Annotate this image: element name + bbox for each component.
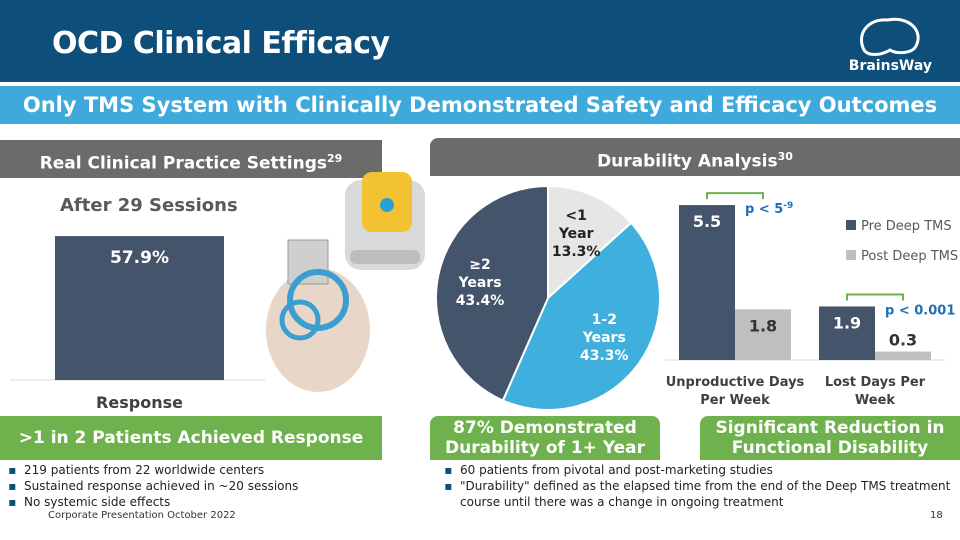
callout: Significant Reduction in Functional Disa… — [700, 416, 960, 460]
slide-title: OCD Clinical Efficacy — [52, 26, 390, 61]
pie-label: <1 Year 13.3% — [531, 207, 621, 261]
data-label: 57.9% — [110, 248, 169, 268]
x-tick-label: Lost Days Per Week — [824, 375, 926, 408]
pie-slice — [435, 184, 549, 402]
value-label: 13.3% — [551, 243, 601, 260]
legend-swatch — [846, 220, 856, 230]
logo-icon — [860, 17, 920, 56]
legend-swatch — [846, 250, 856, 260]
footer-text: Corporate Presentation October 2022 — [48, 510, 236, 521]
section-ref: 30 — [777, 150, 793, 163]
legend-label: Pre Deep TMS — [861, 219, 952, 234]
header-band — [0, 0, 960, 82]
significance-bracket — [846, 293, 904, 301]
pie-label: 1-2 Years 43.3% — [559, 311, 649, 365]
head-illustration — [266, 239, 370, 392]
significance-bracket — [706, 192, 764, 200]
bar — [679, 205, 735, 360]
bullet: No systemic side effects — [24, 494, 404, 510]
page-number: 18 — [930, 510, 943, 521]
x-tick-label: Unproductive Days Per Week — [665, 375, 805, 408]
category-label: 1-2 Years — [582, 311, 626, 346]
annotation: p < 5-9 — [745, 201, 793, 217]
bullet: 60 patients from pivotal and post-market… — [460, 462, 960, 478]
data-label: 1.8 — [749, 316, 777, 335]
section-header: Durability Analysis30 — [430, 138, 960, 176]
data-label: 0.3 — [889, 331, 917, 350]
data-label: 5.5 — [693, 212, 721, 231]
callout: 87% Demonstrated Durability of 1+ Year — [430, 416, 660, 460]
pie-slice — [501, 221, 661, 411]
annotation-text: p < 0.001 — [885, 303, 955, 318]
device-illustration — [345, 172, 425, 270]
callout: >1 in 2 Patients Achieved Response — [0, 416, 382, 460]
chart-title: After 29 Sessions — [60, 195, 238, 216]
annotation-sup: -9 — [783, 201, 793, 211]
bullet: Sustained response achieved in ~20 sessi… — [24, 478, 404, 494]
bar — [55, 236, 224, 380]
annotation-text: p < 5 — [745, 202, 783, 217]
bar — [819, 306, 875, 360]
subtitle-band: Only TMS System with Clinically Demonstr… — [0, 86, 960, 124]
logo-text: BrainsWay — [848, 58, 932, 74]
bullet: 219 patients from 22 worldwide centers — [24, 462, 404, 478]
pie-slice — [547, 184, 633, 301]
bullet-list: 60 patients from pivotal and post-market… — [442, 462, 960, 510]
pie-label: ≥2 Years 43.4% — [435, 256, 525, 310]
section-ref: 29 — [327, 152, 343, 165]
annotation: p < 0.001 — [885, 303, 955, 318]
x-tick-label: Response — [96, 393, 183, 412]
section-title: Durability Analysis — [597, 151, 778, 172]
value-label: 43.3% — [580, 347, 629, 364]
bar — [875, 351, 931, 360]
category-label: <1 Year — [558, 207, 594, 242]
section-header: Real Clinical Practice Settings29 — [0, 140, 382, 178]
bar — [735, 309, 791, 360]
section-title: Real Clinical Practice Settings — [39, 153, 327, 174]
bullet-list: 219 patients from 22 worldwide centersSu… — [6, 462, 404, 510]
data-label: 1.9 — [833, 313, 861, 332]
bullet: "Durability" defined as the elapsed time… — [460, 478, 960, 510]
value-label: 43.4% — [455, 292, 505, 309]
category-label: ≥2 Years — [458, 256, 502, 291]
legend-label: Post Deep TMS — [861, 249, 958, 264]
